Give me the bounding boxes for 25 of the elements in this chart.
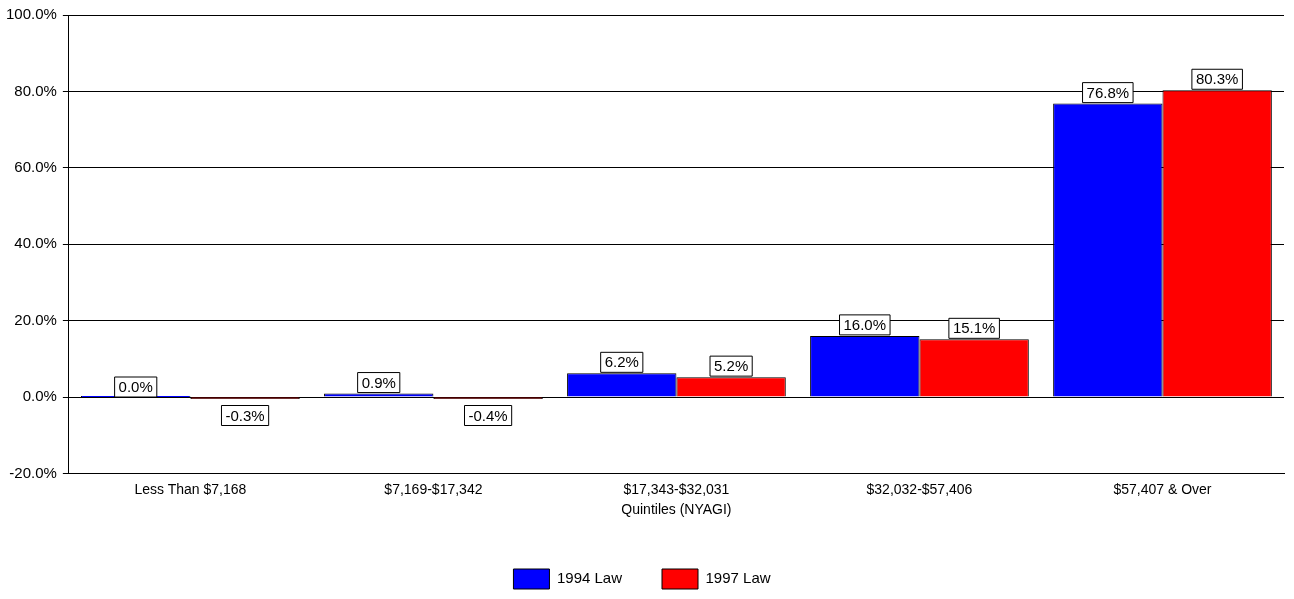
data-label: 80.3% bbox=[1195, 70, 1239, 88]
y-tick-label: 0.0% bbox=[22, 387, 57, 405]
data-label: 5.2% bbox=[714, 357, 749, 375]
legend-label: 1994 Law bbox=[556, 569, 623, 587]
y-tick-label: 60.0% bbox=[14, 157, 57, 175]
data-label: 0.0% bbox=[118, 378, 153, 396]
y-tick-label: -20.0% bbox=[9, 463, 57, 481]
x-tick-label: $7,169-$17,342 bbox=[384, 480, 483, 497]
x-tick-label: Less Than $7,168 bbox=[134, 480, 247, 497]
y-tick-label: 100.0% bbox=[6, 5, 57, 23]
data-label: -0.3% bbox=[225, 406, 265, 424]
data-label: -0.4% bbox=[468, 406, 508, 424]
x-axis-title: Quintiles (NYAGI) bbox=[621, 501, 732, 518]
data-label: 76.8% bbox=[1086, 83, 1130, 101]
legend-label: 1997 Law bbox=[705, 569, 771, 587]
y-tick-label: 20.0% bbox=[14, 310, 57, 328]
y-tick-label: 40.0% bbox=[14, 234, 57, 252]
data-label: 6.2% bbox=[604, 353, 639, 371]
y-tick-label: 80.0% bbox=[14, 81, 57, 99]
x-tick-label: $57,407 & Over bbox=[1113, 480, 1212, 497]
x-tick-label: $32,032-$57,406 bbox=[866, 480, 973, 497]
x-tick-label: $17,343-$32,031 bbox=[623, 480, 730, 497]
data-label: 16.0% bbox=[843, 316, 887, 334]
data-label: 0.9% bbox=[361, 373, 396, 391]
data-label: 15.1% bbox=[952, 319, 996, 337]
